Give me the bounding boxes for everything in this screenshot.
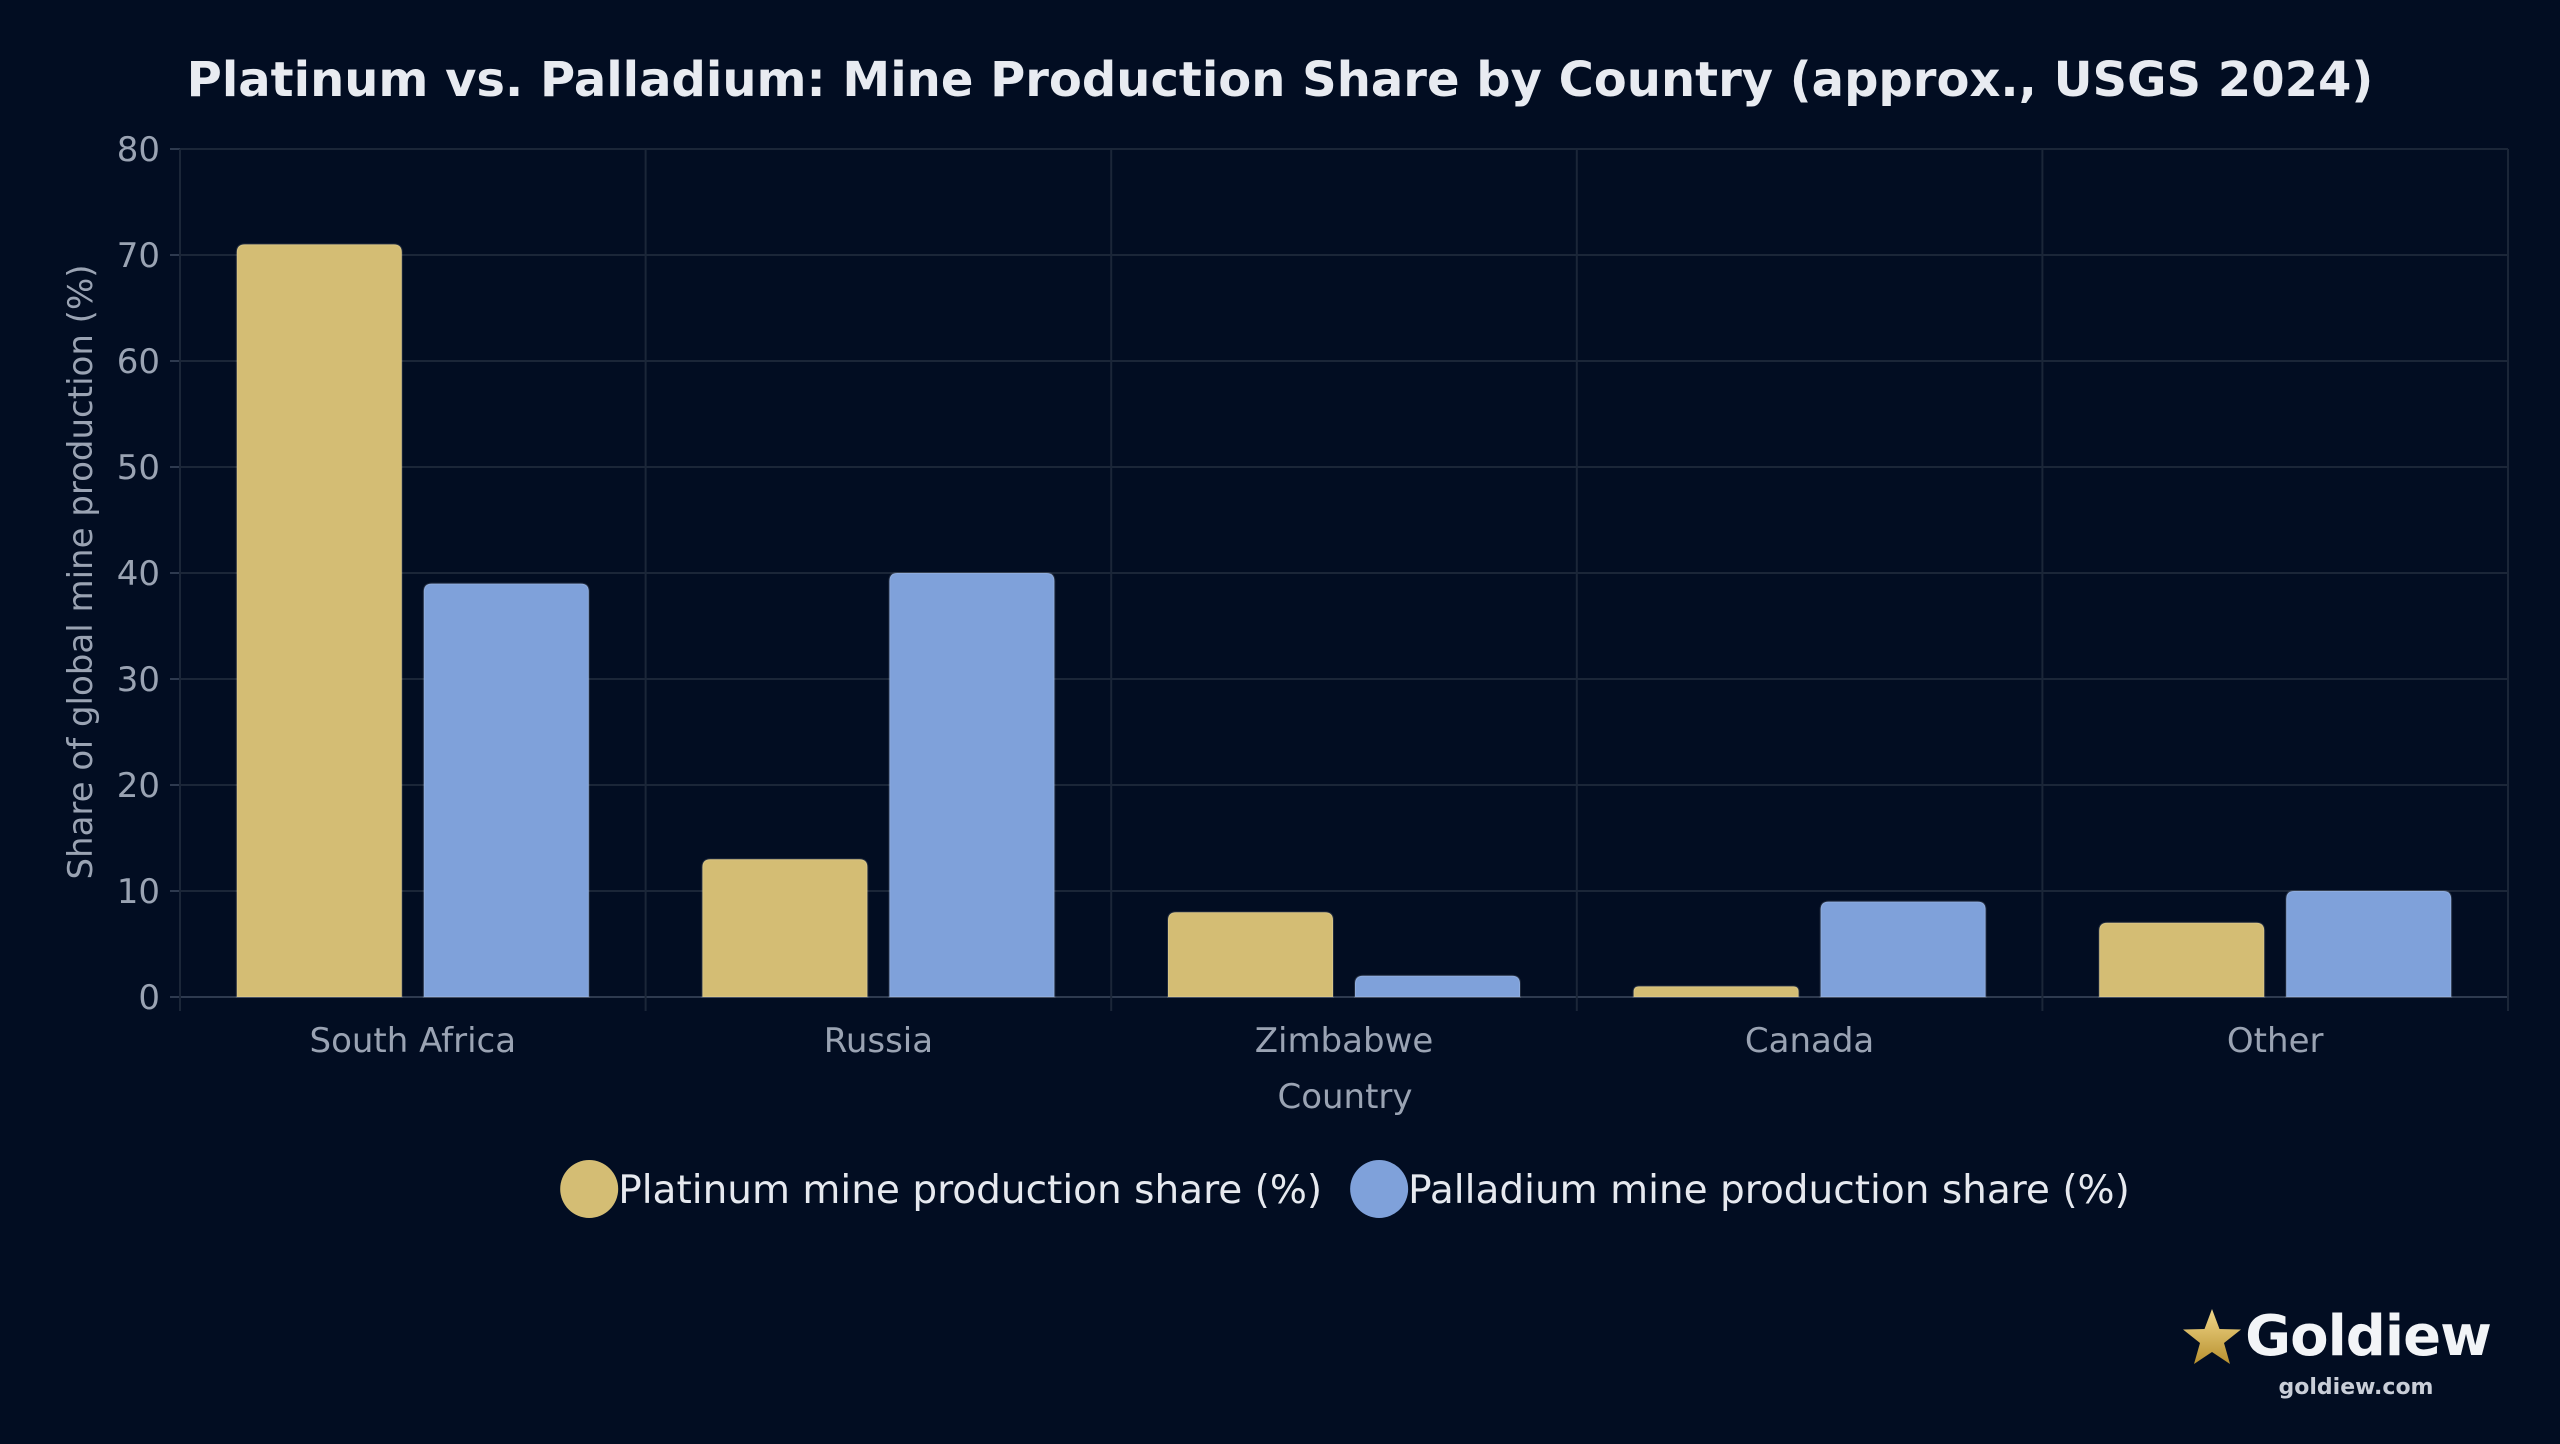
legend-swatch xyxy=(1350,1160,1409,1218)
legend-item: Platinum mine production share (%) xyxy=(560,1160,1322,1218)
legend: Platinum mine production share (%) Pallad… xyxy=(560,1160,2130,1218)
axis-ticks: 0 10 20 30 40 50 60 70 80 South Africa Russia Zimba… xyxy=(117,130,2324,1061)
y-tick-label: 40 xyxy=(117,554,160,594)
legend-item: Palladium mine production share (%) xyxy=(1350,1160,2130,1218)
x-tick-label: South Africa xyxy=(310,1021,517,1061)
x-tick-label: Canada xyxy=(1745,1021,1874,1061)
bar-platinum-other xyxy=(2098,921,2266,998)
bar-platinum-zimbabwe xyxy=(1167,911,1334,998)
bar-platinum-russia xyxy=(701,858,869,998)
bar-palladium-zimbabwe xyxy=(1354,974,1521,998)
legend-label: Palladium mine production share (%) xyxy=(1408,1168,2130,1213)
legend-swatch xyxy=(560,1160,619,1218)
chart-title: Platinum vs. Palladium: Mine Production … xyxy=(187,52,2374,108)
brand-name: Goldiew xyxy=(2245,1304,2492,1369)
bars xyxy=(235,243,2453,998)
brand-watermark: Goldiew goldiew.com xyxy=(2176,1305,2496,1400)
y-tick-label: 80 xyxy=(117,130,160,170)
legend-label: Platinum mine production share (%) xyxy=(618,1168,1322,1213)
y-tick-label: 10 xyxy=(117,872,160,912)
x-tick-label: Russia xyxy=(824,1021,933,1061)
bar-palladium-russia xyxy=(888,572,1056,998)
y-tick-label: 20 xyxy=(117,766,160,806)
star-icon xyxy=(2181,1307,2243,1367)
bar-palladium-south-africa xyxy=(422,582,590,998)
y-tick-label: 30 xyxy=(117,660,160,700)
y-tick-label: 70 xyxy=(117,236,160,276)
y-tick-label: 50 xyxy=(117,448,160,488)
bar-palladium-canada xyxy=(1819,900,1987,998)
x-tick-label: Zimbabwe xyxy=(1255,1021,1434,1061)
y-axis-title: Share of global mine production (%) xyxy=(61,264,101,879)
x-axis-title: Country xyxy=(1277,1077,1412,1117)
y-tick-label: 0 xyxy=(138,978,160,1018)
bar-palladium-other xyxy=(2285,890,2453,998)
bar-platinum-canada xyxy=(1632,985,1800,998)
brand-url: goldiew.com xyxy=(2278,1375,2434,1400)
y-tick-label: 60 xyxy=(117,342,160,382)
brand-logo: Goldiew xyxy=(2176,1305,2496,1369)
bar-platinum-south-africa xyxy=(235,243,403,998)
x-tick-label: Other xyxy=(2227,1021,2324,1061)
